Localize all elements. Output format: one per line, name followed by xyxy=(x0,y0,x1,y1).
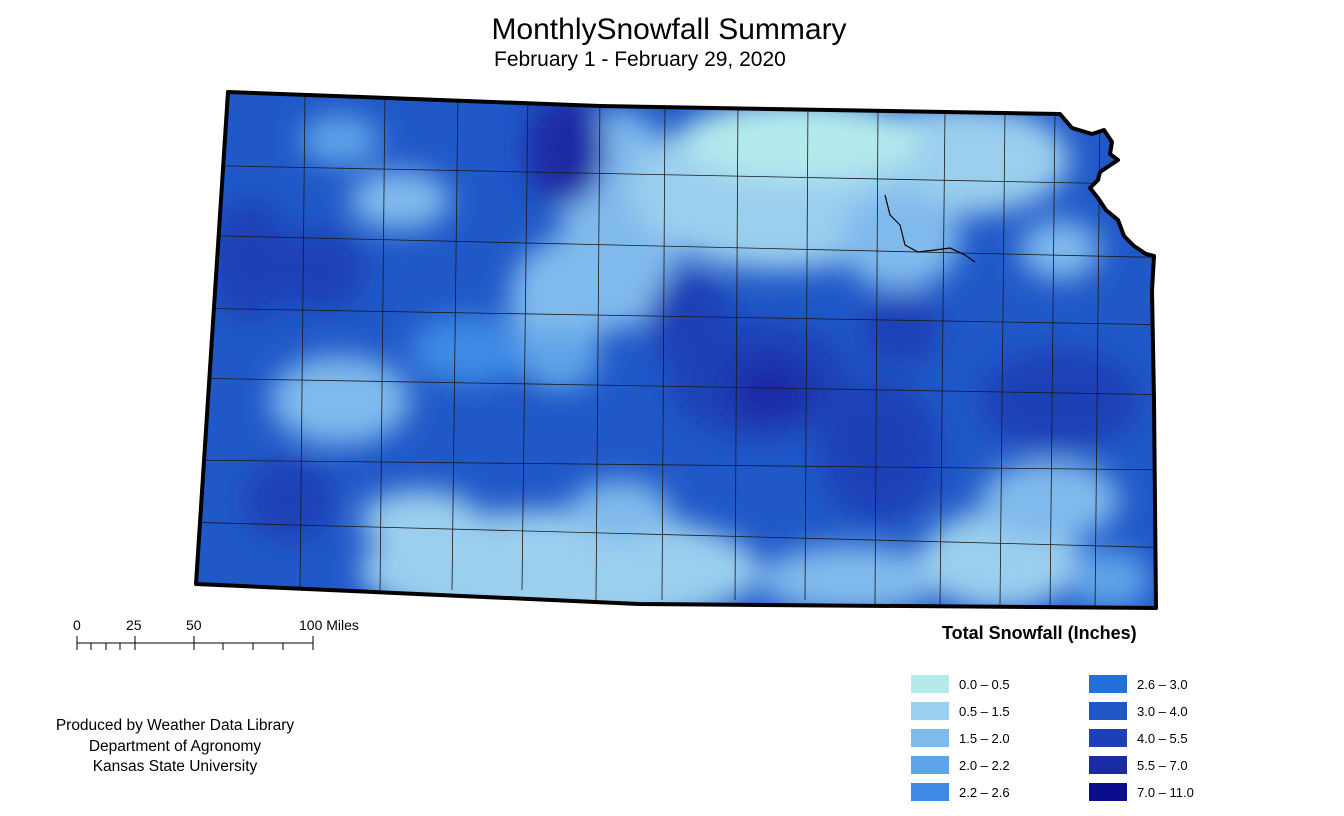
legend-swatch xyxy=(1089,783,1127,801)
legend-label: 4.0 – 5.5 xyxy=(1137,730,1188,746)
field-blob xyxy=(525,95,605,205)
legend-swatch xyxy=(911,783,949,801)
field-blob xyxy=(510,240,610,360)
field-blob xyxy=(1070,550,1150,608)
field-blob xyxy=(680,100,920,180)
legend-swatch xyxy=(911,675,949,693)
field-blob xyxy=(730,360,810,420)
legend-swatch xyxy=(1089,756,1127,774)
legend-label: 3.0 – 4.0 xyxy=(1137,703,1188,719)
field-blob xyxy=(350,170,450,230)
field-blob xyxy=(275,230,365,310)
legend-item: 1.5 – 2.0 xyxy=(911,728,1010,748)
legend-item: 2.6 – 3.0 xyxy=(1089,674,1188,694)
legend-swatch xyxy=(911,729,949,747)
credit-line: Produced by Weather Data Library xyxy=(55,717,295,734)
credits: Produced by Weather Data Library Departm… xyxy=(38,716,312,778)
legend-label: 0.0 – 0.5 xyxy=(959,676,1010,692)
legend-label: 7.0 – 11.0 xyxy=(1137,784,1194,800)
field-blob xyxy=(270,355,410,445)
legend-swatch xyxy=(1089,702,1127,720)
field-blob xyxy=(980,460,1120,540)
legend-label: 1.5 – 2.0 xyxy=(959,730,1010,746)
field-blob xyxy=(300,115,380,165)
legend-title: Total Snowfall (Inches) xyxy=(942,623,1137,643)
legend-item: 2.0 – 2.2 xyxy=(911,755,1010,775)
legend-label: 2.0 – 2.2 xyxy=(959,757,1010,773)
legend-label: 5.5 – 7.0 xyxy=(1137,757,1188,773)
legend-swatch xyxy=(911,702,949,720)
snowfall-field xyxy=(196,92,1156,608)
field-blob xyxy=(360,490,480,550)
credit-line: Kansas State University xyxy=(92,758,258,775)
field-blob xyxy=(650,270,730,370)
scale-label-25: 25 xyxy=(126,617,142,633)
legend-label: 2.6 – 3.0 xyxy=(1137,676,1188,692)
legend-item: 4.0 – 5.5 xyxy=(1089,728,1188,748)
field-blob xyxy=(980,350,1140,450)
scale-label-50: 50 xyxy=(186,617,202,633)
legend-item: 2.2 – 2.6 xyxy=(911,782,1010,802)
legend-item: 0.5 – 1.5 xyxy=(911,701,1010,721)
kansas-outline xyxy=(194,90,1158,610)
legend-item: 0.0 – 0.5 xyxy=(911,674,1010,694)
field-blob xyxy=(570,480,670,540)
field-blob xyxy=(410,315,530,385)
field-blob xyxy=(840,190,960,290)
scale-label-100: 100 Miles xyxy=(299,617,359,633)
credit-line: Department of Agronomy xyxy=(88,737,262,755)
county-grid xyxy=(196,92,1156,608)
legend-item: 5.5 – 7.0 xyxy=(1089,755,1188,775)
field-blob xyxy=(820,380,940,520)
legend-swatch xyxy=(1089,675,1127,693)
scale-bar xyxy=(76,636,314,650)
field-blob xyxy=(1020,220,1100,280)
legend-label: 0.5 – 1.5 xyxy=(959,703,1010,719)
legend-swatch xyxy=(911,756,949,774)
legend-label: 2.2 – 2.6 xyxy=(959,784,1010,800)
field-blob xyxy=(860,295,940,365)
field-blob xyxy=(210,200,290,320)
legend-item: 3.0 – 4.0 xyxy=(1089,701,1188,721)
scale-label-0: 0 xyxy=(73,617,81,633)
map-subtitle: February 1 - February 29, 2020 xyxy=(494,48,786,71)
field-blob xyxy=(520,330,600,390)
river-line xyxy=(884,194,976,263)
field-blob xyxy=(245,460,335,540)
legend-swatch xyxy=(1089,729,1127,747)
map-title: MonthlySnowfall Summary xyxy=(491,13,847,46)
legend-item: 7.0 – 11.0 xyxy=(1089,782,1194,802)
